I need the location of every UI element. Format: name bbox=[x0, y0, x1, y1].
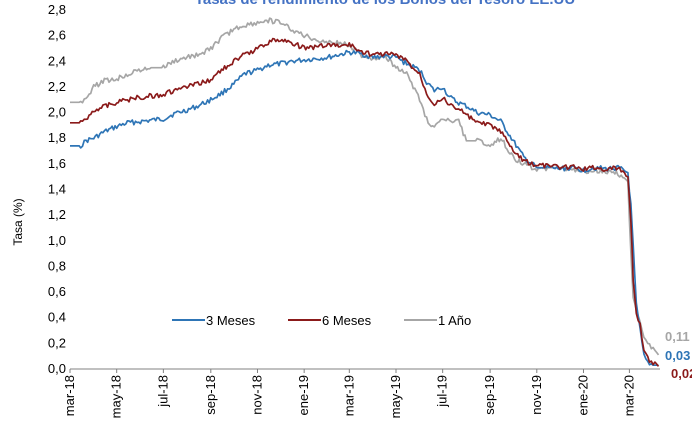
y-tick-label: 0,0 bbox=[48, 361, 66, 376]
y-tick-label: 2,2 bbox=[48, 79, 66, 94]
end-value-label: 0,02 bbox=[671, 366, 692, 381]
series-group bbox=[70, 17, 660, 367]
legend: 3 Meses 6 Meses 1 Año bbox=[172, 313, 471, 328]
x-axis: mar-18 may-18 jul-18 sep-18 nov-18 ene-19 mar-… bbox=[62, 368, 660, 418]
x-tick-label: mar-20 bbox=[621, 375, 636, 416]
x-tick-label: ene-20 bbox=[575, 375, 590, 415]
y-tick-label: 1,4 bbox=[48, 182, 66, 197]
y-tick-label: 0,6 bbox=[48, 284, 66, 299]
x-tick-label: jul-19 bbox=[435, 375, 450, 408]
legend-label: 1 Año bbox=[438, 313, 471, 328]
legend-label: 6 Meses bbox=[322, 313, 372, 328]
x-tick-label: may-19 bbox=[388, 375, 403, 418]
legend-label: 3 Meses bbox=[206, 313, 256, 328]
y-tick-label: 1,6 bbox=[48, 156, 66, 171]
end-value-label: 0,03 bbox=[665, 348, 690, 363]
y-axis: 0,0 0,2 0,4 0,6 0,8 1,0 1,2 1,4 1,6 1,8 2,0 2,2 2,4 2… bbox=[48, 2, 66, 376]
y-tick-label: 2,6 bbox=[48, 28, 66, 43]
series-line-1 bbox=[70, 37, 660, 367]
y-axis-title: Tasa (%) bbox=[11, 198, 25, 245]
y-tick-label: 0,4 bbox=[48, 310, 66, 325]
y-tick-label: 1,8 bbox=[48, 130, 66, 145]
x-tick-label: mar-19 bbox=[341, 375, 356, 416]
series-line-2 bbox=[70, 17, 660, 356]
end-value-label: 0,11 bbox=[665, 329, 690, 344]
y-tick-label: 0,8 bbox=[48, 258, 66, 273]
y-tick-label: 0,2 bbox=[48, 335, 66, 350]
series-line-0 bbox=[70, 49, 659, 367]
y-tick-label: 2,4 bbox=[48, 53, 66, 68]
x-tick-label: jul-18 bbox=[155, 375, 170, 408]
x-tick-label: sep-19 bbox=[482, 375, 497, 415]
x-tick-label: mar-18 bbox=[62, 375, 77, 416]
x-tick-label: nov-18 bbox=[249, 375, 264, 415]
y-tick-label: 2,0 bbox=[48, 105, 66, 120]
x-tick-label: nov-19 bbox=[529, 375, 544, 415]
x-tick-label: ene-19 bbox=[296, 375, 311, 415]
y-tick-label: 2,8 bbox=[48, 2, 66, 17]
y-tick-label: 1,2 bbox=[48, 207, 66, 222]
y-tick-label: 1,0 bbox=[48, 233, 66, 248]
end-labels: 0,03 0,02 0,11 bbox=[665, 329, 692, 381]
x-tick-label: may-18 bbox=[109, 375, 124, 418]
chart-title: Tasas de rendimiento de los Bonos del Te… bbox=[195, 0, 575, 8]
x-tick-label: sep-18 bbox=[203, 375, 218, 415]
